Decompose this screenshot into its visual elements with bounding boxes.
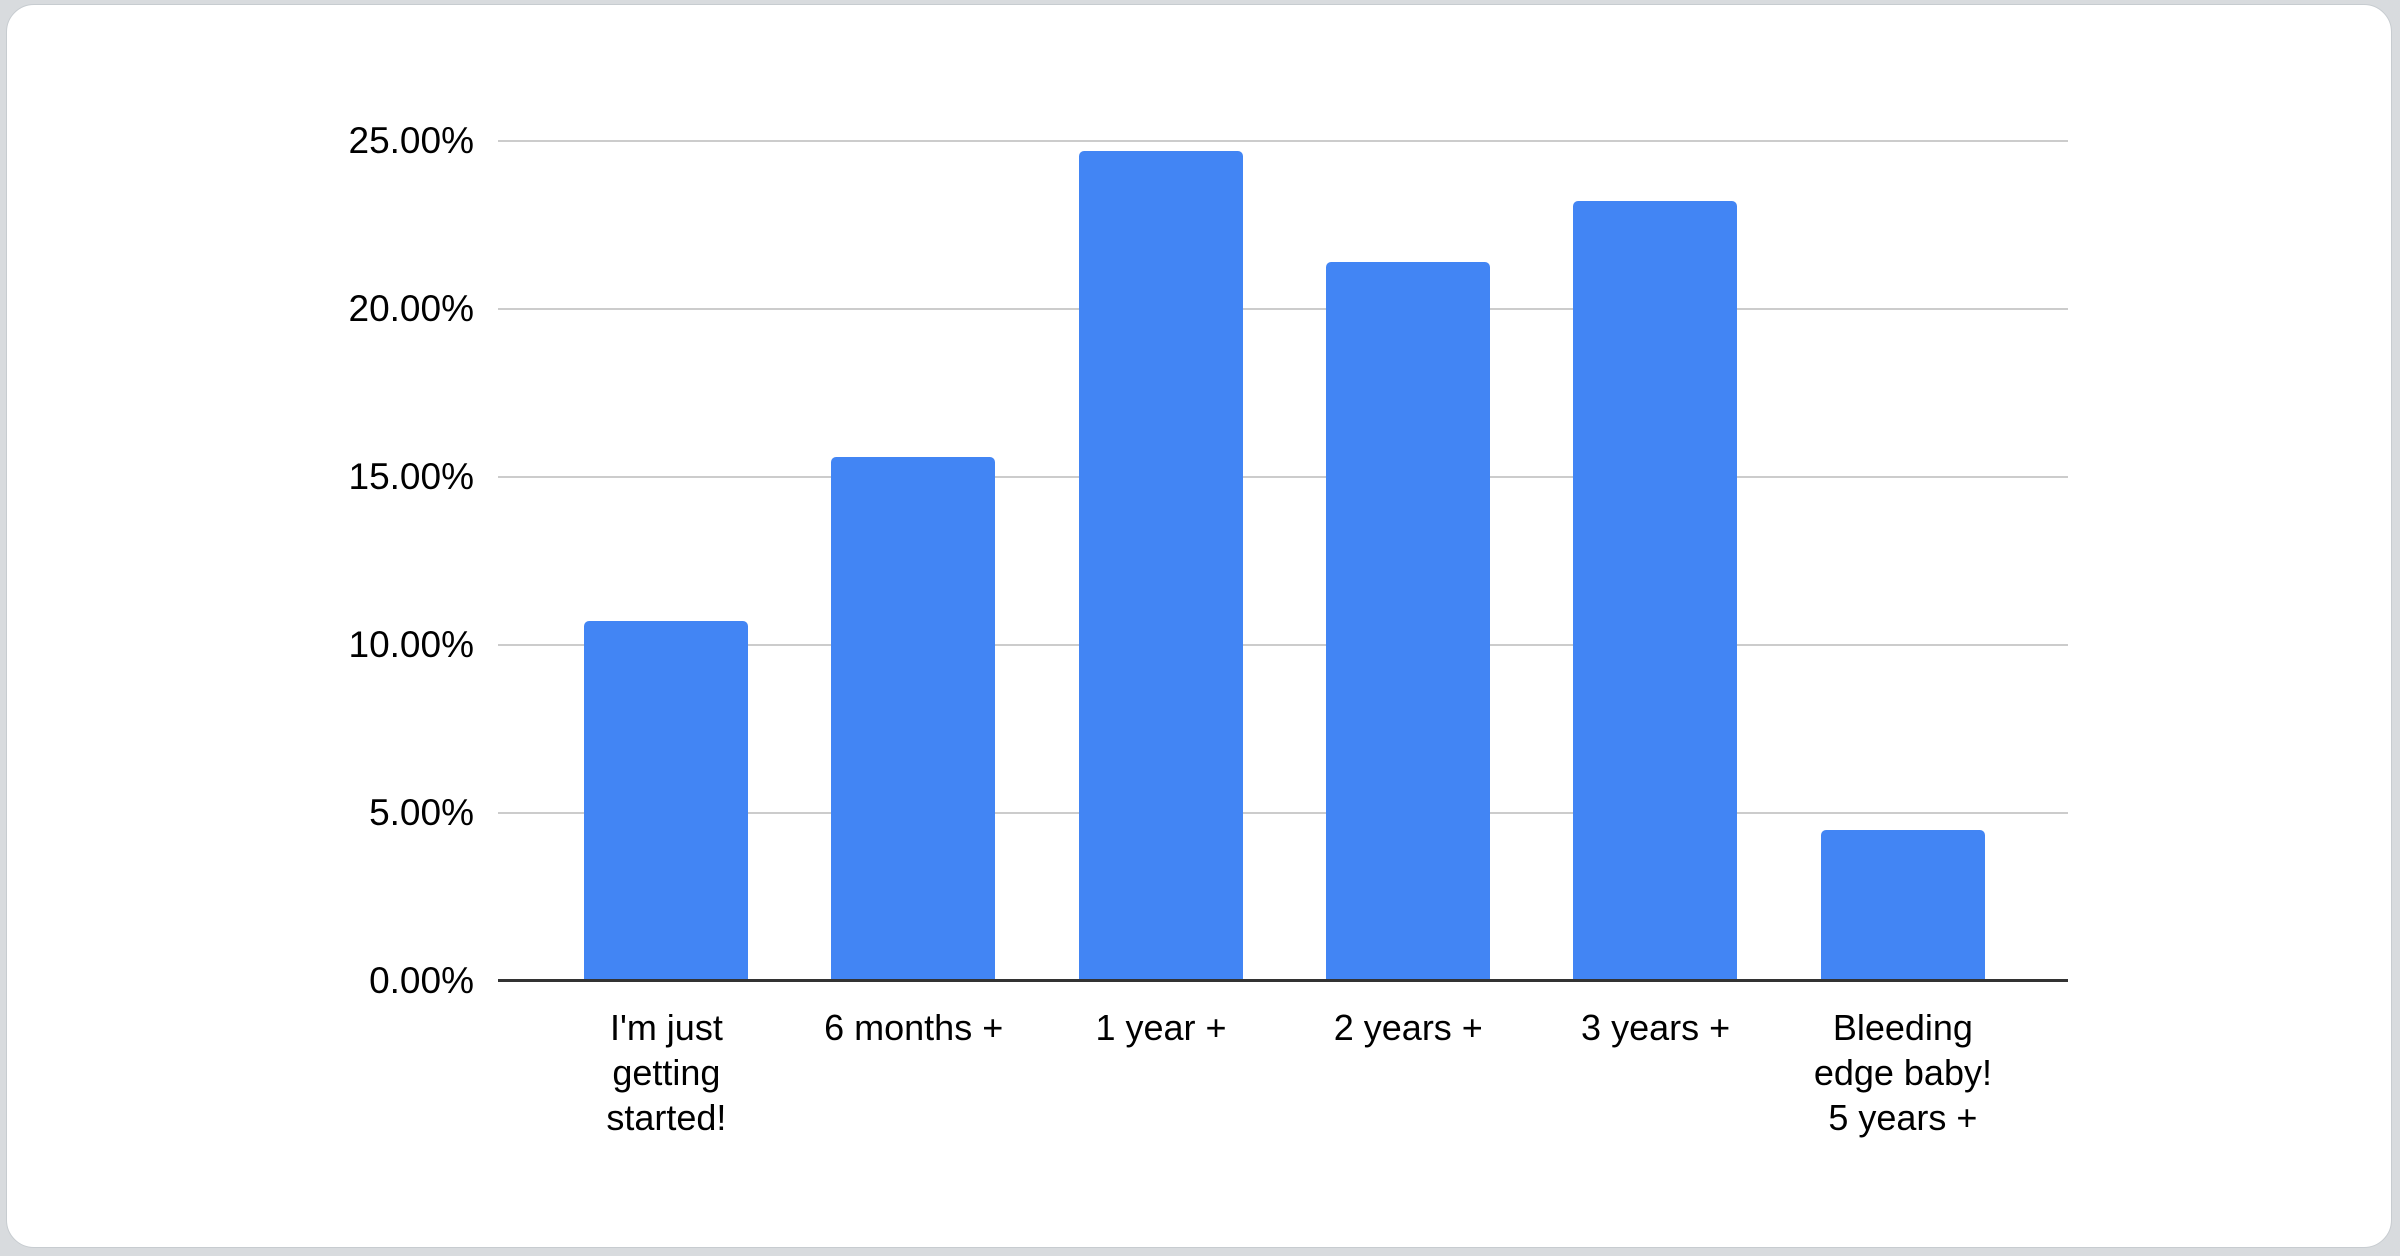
x-axis-tick-label: Bleeding edge baby! 5 years +	[1813, 1007, 1992, 1138]
gridline	[498, 308, 2068, 310]
gridline	[498, 476, 2068, 478]
bar-5[interactable]	[1573, 201, 1738, 981]
bar-3[interactable]	[1078, 151, 1243, 981]
y-axis-tick-label: 0.00%	[369, 960, 474, 1001]
bar-4[interactable]	[1325, 261, 1490, 981]
x-axis-tick-label: 2 years +	[1333, 1007, 1483, 1048]
x-axis-tick-label: 1 year +	[1095, 1007, 1227, 1048]
gridline	[498, 140, 2068, 142]
y-axis-tick-label: 10.00%	[348, 624, 475, 665]
y-axis-tick-label: 25.00%	[348, 120, 475, 161]
bar-1[interactable]	[584, 621, 749, 981]
x-axis-tick-label: 6 months +	[824, 1007, 1004, 1048]
x-axis-tick-label: 3 years +	[1581, 1007, 1731, 1048]
bar-2[interactable]	[831, 456, 996, 981]
y-axis-tick-label: 15.00%	[348, 456, 475, 497]
chart-card[interactable]: 0.00% 5.00% 10.00% 15.00% 20.00% 25.00% I'm j…	[6, 4, 2392, 1248]
y-axis-tick-label: 5.00%	[369, 792, 474, 833]
bars-layer	[7, 5, 2391, 1247]
bar-6[interactable]	[1820, 829, 1985, 981]
x-axis-tick-label: I'm just getting started!	[606, 1007, 727, 1138]
y-axis-tick-label: 20.00%	[348, 288, 475, 329]
x-axis-line	[498, 979, 2068, 982]
